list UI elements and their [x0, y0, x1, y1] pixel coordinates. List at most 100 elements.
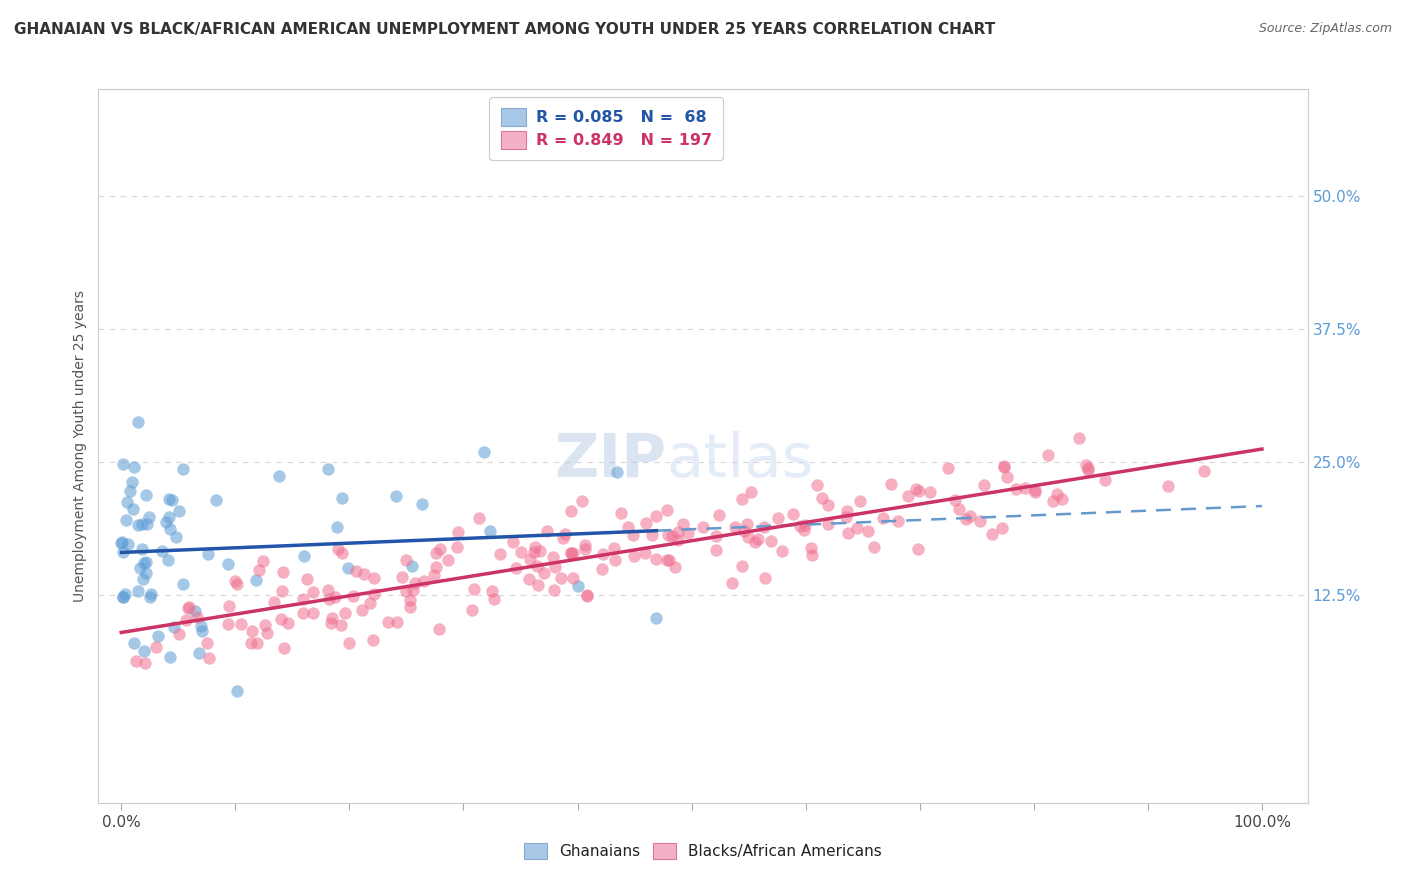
Point — [645, 611, 668, 625]
Point — [560, 504, 582, 518]
Point — [1038, 448, 1060, 462]
Point — [554, 527, 576, 541]
Point — [190, 624, 212, 638]
Point — [112, 545, 135, 559]
Point — [633, 546, 655, 560]
Point — [115, 513, 138, 527]
Point — [634, 516, 657, 530]
Point — [316, 462, 339, 476]
Point — [810, 491, 832, 506]
Point — [413, 574, 436, 589]
Point — [472, 445, 495, 459]
Point — [141, 587, 163, 601]
Point — [112, 590, 135, 604]
Point — [550, 571, 572, 585]
Point — [766, 510, 789, 524]
Point — [793, 523, 815, 537]
Point — [318, 592, 340, 607]
Point — [1077, 463, 1099, 477]
Point — [623, 549, 645, 563]
Point — [846, 521, 869, 535]
Point — [297, 572, 319, 586]
Point — [481, 583, 503, 598]
Point — [657, 553, 679, 567]
Point — [352, 603, 374, 617]
Point — [342, 590, 364, 604]
Point — [385, 615, 408, 630]
Point — [621, 528, 644, 542]
Point — [959, 509, 981, 524]
Point — [664, 560, 686, 574]
Point — [316, 582, 339, 597]
Text: atlas: atlas — [666, 431, 814, 490]
Point — [226, 683, 249, 698]
Point — [973, 477, 995, 491]
Text: ZIP: ZIP — [555, 431, 666, 490]
Point — [118, 483, 141, 498]
Point — [1050, 491, 1073, 506]
Point — [872, 510, 894, 524]
Point — [447, 524, 470, 539]
Point — [551, 531, 574, 545]
Point — [543, 583, 565, 598]
Point — [789, 519, 811, 533]
Point — [302, 584, 325, 599]
Point — [271, 583, 294, 598]
Point — [505, 561, 527, 575]
Point — [908, 484, 931, 499]
Point — [641, 528, 664, 542]
Point — [172, 462, 194, 476]
Point — [423, 568, 446, 582]
Point — [461, 602, 484, 616]
Point — [835, 510, 858, 524]
Point — [425, 546, 447, 560]
Point — [195, 636, 218, 650]
Point — [429, 542, 451, 557]
Point — [519, 551, 541, 566]
Point — [955, 512, 977, 526]
Point — [246, 636, 269, 650]
Point — [981, 527, 1004, 541]
Point — [267, 469, 290, 483]
Point — [411, 497, 433, 511]
Point — [562, 571, 585, 585]
Point — [806, 478, 828, 492]
Point — [198, 650, 221, 665]
Point — [446, 540, 468, 554]
Point — [993, 459, 1015, 474]
Point — [110, 535, 132, 549]
Point — [157, 509, 180, 524]
Point — [707, 508, 730, 523]
Point — [292, 606, 315, 620]
Point — [111, 535, 134, 549]
Point — [121, 475, 143, 489]
Point — [562, 546, 585, 560]
Point — [993, 459, 1015, 474]
Point — [127, 517, 149, 532]
Point — [571, 494, 593, 508]
Point — [544, 559, 567, 574]
Point — [425, 560, 447, 574]
Point — [730, 492, 752, 507]
Point — [399, 599, 422, 614]
Point — [138, 510, 160, 524]
Point — [1157, 478, 1180, 492]
Point — [401, 558, 423, 573]
Point — [292, 591, 315, 606]
Point — [131, 572, 153, 586]
Point — [666, 533, 689, 548]
Point — [132, 556, 155, 570]
Point — [817, 499, 839, 513]
Point — [326, 541, 349, 556]
Point — [427, 622, 450, 636]
Point — [463, 582, 485, 596]
Point — [145, 640, 167, 655]
Point — [610, 506, 633, 520]
Text: GHANAIAN VS BLACK/AFRICAN AMERICAN UNEMPLOYMENT AMONG YOUTH UNDER 25 YEARS CORRE: GHANAIAN VS BLACK/AFRICAN AMERICAN UNEMP… — [14, 22, 995, 37]
Point — [536, 524, 558, 538]
Point — [995, 469, 1018, 483]
Point — [163, 619, 186, 633]
Point — [172, 577, 194, 591]
Point — [294, 549, 316, 563]
Point — [159, 650, 181, 665]
